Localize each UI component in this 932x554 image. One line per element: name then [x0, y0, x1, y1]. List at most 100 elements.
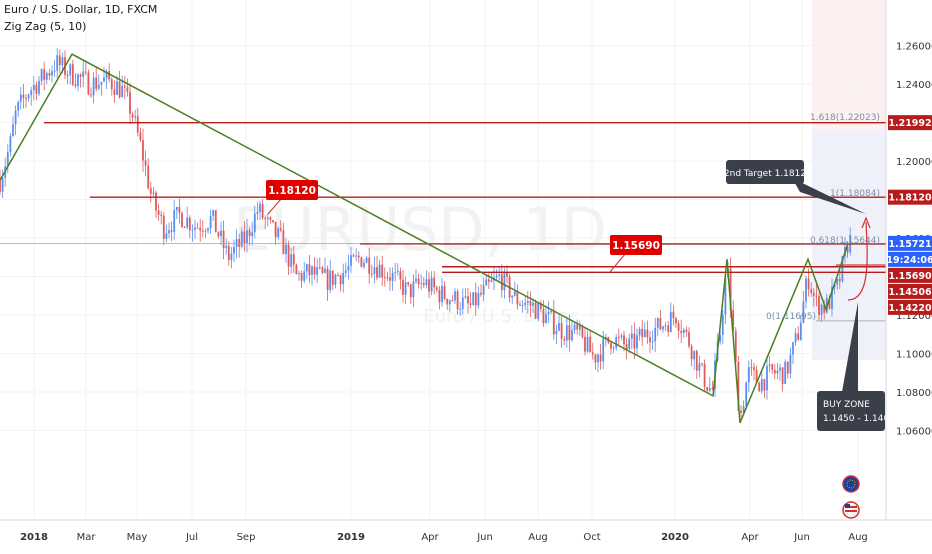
candle-body [61, 57, 64, 66]
candle-body [316, 267, 319, 275]
indicator-legend[interactable]: Zig Zag (5, 10) [4, 20, 87, 33]
candle-body [454, 291, 456, 301]
candle-body [664, 325, 667, 327]
candle-body [425, 279, 428, 286]
candle-body [779, 367, 781, 371]
candle-body [238, 239, 241, 247]
candle-body [513, 291, 516, 296]
candle-body [19, 94, 22, 102]
candle-body [175, 206, 178, 211]
candle-body [129, 91, 131, 115]
price-axis-tag-label: 1.18120 [888, 193, 932, 204]
candle-body [823, 304, 826, 313]
price-axis-tag [888, 189, 932, 205]
candle-body [708, 388, 711, 391]
candle-body [207, 228, 209, 231]
candle-body [152, 192, 155, 194]
candle-body [630, 333, 633, 339]
candle-body [160, 214, 163, 216]
candle-body [139, 132, 142, 141]
candle-body [256, 211, 259, 214]
candle-body [404, 282, 407, 295]
eu-flag-icon[interactable] [842, 475, 860, 493]
candle-body [576, 324, 579, 330]
candle-body [506, 271, 508, 277]
candle-body [324, 268, 326, 273]
candle-body [261, 203, 264, 219]
fib-level-label: 1(1.18084) [830, 189, 880, 199]
candle-body [0, 180, 1, 192]
candle-body [594, 354, 597, 363]
candle-body [196, 227, 199, 229]
candle-body [781, 367, 784, 384]
price-tag-box [610, 235, 662, 255]
price-axis[interactable]: 1.260001.240001.220001.200001.180001.160… [886, 42, 932, 438]
candle-body [755, 369, 758, 383]
candle-body [222, 230, 225, 249]
candle-body [448, 300, 451, 305]
candle-body [802, 301, 805, 323]
candle-body [482, 285, 485, 295]
candle-body [342, 272, 345, 285]
candle-body [214, 210, 217, 233]
candle-body [659, 317, 662, 330]
candle-body [550, 311, 553, 313]
candle-body [82, 71, 85, 77]
candle-body [747, 367, 750, 383]
candle-body [157, 210, 160, 215]
candle-body [784, 361, 787, 384]
candle-body [357, 255, 360, 258]
candle-body [394, 272, 397, 274]
candle-body [227, 245, 230, 260]
candle-body [300, 273, 303, 281]
candle-body [724, 277, 727, 315]
candle-body [677, 323, 680, 331]
price-axis-tag-label: 1.14220 [888, 303, 932, 314]
candle-body [474, 292, 477, 306]
candle-body [66, 75, 69, 77]
candle-body [763, 379, 766, 391]
candle-body [269, 217, 272, 221]
candle-body [373, 267, 376, 275]
candle-body [831, 287, 833, 309]
symbol-watermark: EURUSD, 1D [233, 195, 607, 265]
time-axis[interactable]: 2018 Mar May Jul Sep 2019 Apr Jun Aug Oct 2020 Apr J… [20, 532, 868, 543]
candle-body [311, 266, 313, 275]
price-tick-label: 1.06000 [896, 427, 932, 438]
price-tag-pointer [609, 252, 627, 273]
candle-body [818, 296, 820, 315]
buy-zone-title: BUY ZONE [823, 400, 870, 410]
forecast-arrow [847, 221, 868, 301]
candle-body [402, 279, 404, 295]
time-tick-label: May [127, 532, 148, 543]
candle-body [100, 81, 103, 86]
candle-body [113, 89, 116, 95]
candle-body [212, 210, 215, 217]
candle-body [680, 330, 683, 333]
price-axis-tag-label: 1.14506 [888, 287, 932, 298]
candle-body [74, 84, 77, 86]
candle-body [729, 268, 732, 311]
price-tick-label: 1.12000 [896, 311, 932, 322]
candle-body [464, 296, 467, 298]
candle-body [173, 210, 176, 232]
candle-body [433, 277, 436, 288]
candle-body [669, 311, 672, 332]
candle-body [266, 217, 269, 219]
candle-body [695, 350, 698, 371]
candle-body [646, 329, 649, 338]
candle-body [799, 322, 802, 340]
us-flag-icon[interactable] [842, 501, 860, 519]
candle-body [194, 227, 196, 230]
time-tick-label: Jun [476, 532, 493, 543]
price-axis-tag [888, 299, 932, 315]
target-callout-text: 2nd Target 1.1812 [724, 169, 806, 179]
candle-body [69, 64, 72, 76]
candle-body [396, 271, 399, 273]
candle-body [295, 264, 298, 275]
buy-zone-range: 1.1450 - 1.1460 [823, 414, 895, 424]
candle-body [225, 245, 228, 249]
candle-body [753, 367, 755, 370]
candle-body [487, 279, 490, 282]
